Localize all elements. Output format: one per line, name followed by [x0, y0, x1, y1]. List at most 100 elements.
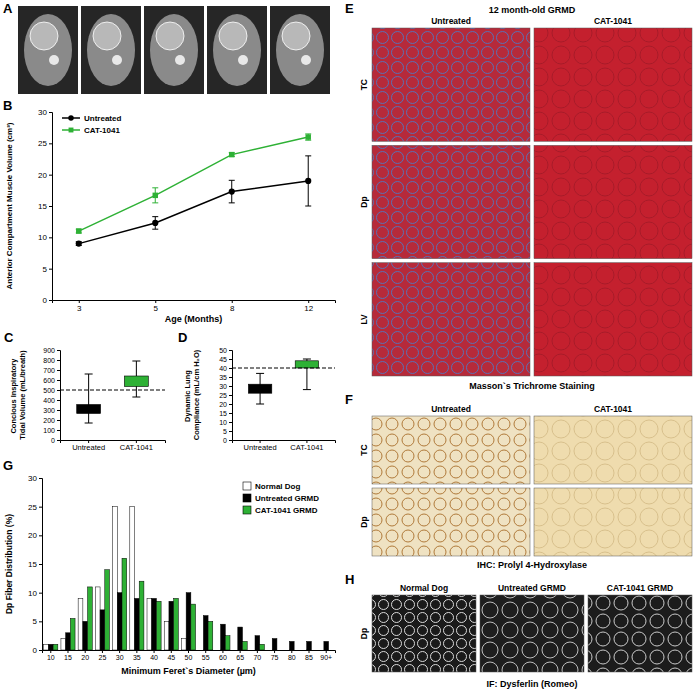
tick-label: 15	[219, 410, 227, 417]
tick-mark	[229, 404, 232, 405]
marker	[229, 152, 234, 157]
tick: 10	[28, 589, 42, 598]
tick-label: 70	[253, 654, 261, 661]
tick: 700	[43, 367, 60, 374]
tick-mark	[79, 300, 80, 303]
bar	[268, 650, 273, 651]
mri-image	[18, 6, 78, 94]
tick-mark	[57, 440, 60, 441]
tick: 60	[219, 650, 227, 661]
tick-mark	[57, 400, 60, 401]
error-bar	[152, 188, 158, 203]
axis: 1015202530354045505560657075808590+	[43, 650, 336, 661]
tick-label: 20	[38, 171, 47, 180]
tick: 5	[154, 300, 159, 313]
tick-mark	[49, 237, 52, 238]
tick: 15	[28, 560, 42, 569]
bar	[130, 507, 135, 650]
mri-image	[144, 6, 204, 94]
tick-mark	[119, 650, 120, 653]
tick: 400	[43, 397, 60, 404]
axis-title: Age (Months)	[165, 314, 223, 324]
tick: 30	[116, 650, 124, 661]
whisker-cap	[303, 389, 311, 390]
tick: 35	[219, 374, 232, 381]
bar	[242, 641, 247, 650]
tick: 65	[236, 650, 244, 661]
bar	[233, 650, 238, 651]
tick-mark	[57, 380, 60, 381]
marker	[76, 241, 82, 247]
tick-label: 75	[271, 654, 279, 661]
panel-label: E	[345, 1, 354, 16]
bar	[250, 650, 255, 651]
error-bar	[152, 217, 158, 230]
micrograph	[480, 595, 584, 672]
tick-mark	[222, 650, 223, 653]
mri-background	[81, 6, 141, 94]
micrograph	[372, 145, 530, 258]
box-body	[77, 405, 101, 414]
tick: 45	[219, 356, 232, 363]
plot-area	[44, 507, 329, 650]
caption: IF: Dysferlin (Romeo)	[486, 679, 577, 689]
mri-compartment	[93, 22, 121, 50]
tick: 35	[133, 650, 141, 661]
tick-mark	[309, 650, 310, 653]
tick-label: 25	[28, 503, 37, 512]
bar	[117, 593, 122, 650]
error-cap	[229, 180, 235, 181]
tick: 20	[219, 401, 232, 408]
micrograph	[372, 488, 530, 556]
bar	[255, 636, 260, 650]
axis-title: Anterior Compartment Muscle Volume (cm³)	[5, 122, 14, 289]
bar	[61, 639, 66, 650]
bar	[238, 627, 243, 650]
tick: 25	[99, 650, 107, 661]
tick-mark	[240, 650, 241, 653]
tick: 30	[28, 474, 42, 483]
bar	[53, 644, 58, 650]
box	[248, 373, 271, 404]
tick-label: 65	[236, 654, 244, 661]
tick: 40	[150, 650, 158, 661]
mri-limb	[276, 14, 324, 86]
tick-label: 10	[28, 589, 37, 598]
panel-label: D	[178, 330, 187, 345]
bar	[221, 624, 226, 650]
tick-label: 25	[219, 392, 227, 399]
reference-line	[60, 390, 165, 391]
micrograph	[588, 595, 692, 672]
axis: 35812	[53, 300, 336, 313]
bar	[169, 601, 174, 650]
bar	[208, 621, 213, 650]
tick-label: CAT-1041	[120, 443, 153, 452]
row-label: Dp	[359, 628, 369, 639]
box-body	[248, 384, 271, 393]
tick: 900	[43, 347, 60, 354]
tick-mark	[57, 350, 60, 351]
panel-label: B	[3, 98, 12, 113]
tick-mark	[326, 650, 327, 653]
tick: 40	[219, 365, 232, 372]
tick-label: 10	[219, 419, 227, 426]
tick: 75	[271, 650, 279, 661]
tick: Untreated	[72, 440, 105, 452]
tick-label: 700	[43, 367, 55, 374]
caption: IHC: Prolyl 4-Hydroxylase	[477, 560, 587, 570]
bar	[319, 650, 324, 651]
bar	[260, 644, 265, 650]
tick-mark	[232, 300, 233, 303]
tick-mark	[49, 143, 52, 144]
bar	[216, 650, 221, 651]
tick-mark	[39, 621, 42, 622]
bar	[105, 570, 110, 650]
tick: 12	[304, 300, 313, 313]
column-header: CAT-1041	[594, 404, 632, 414]
tick-mark	[229, 350, 232, 351]
tick: 0	[51, 437, 60, 444]
tick-label: 15	[28, 560, 37, 569]
tick-label: 25	[99, 654, 107, 661]
whisker-cap	[132, 397, 140, 398]
error-cap	[305, 140, 311, 141]
